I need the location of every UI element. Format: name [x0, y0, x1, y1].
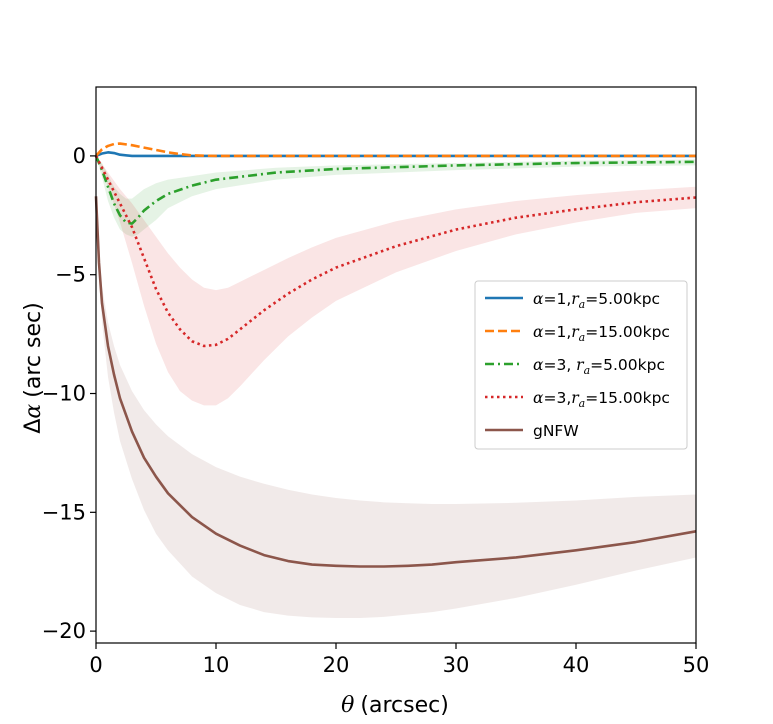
x-tick-label: 20 [323, 653, 350, 677]
y-tick-label: −15 [42, 500, 86, 524]
band-series-4 [96, 155, 696, 406]
y-axis-symbol: α [21, 404, 46, 419]
legend-box [474, 280, 688, 450]
y-tick-label: −10 [42, 382, 86, 406]
x-axis-unit: (arcsec) [360, 693, 448, 718]
y-tick-label: −20 [42, 619, 86, 643]
x-tick-label: 0 [89, 653, 102, 677]
y-tick-label: −5 [55, 263, 86, 287]
x-tick-label: 50 [683, 653, 710, 677]
legend: α=1,ra=5.00kpc α=1,ra=15.00kpc α=3, ra=5.0… [474, 280, 688, 450]
y-axis-label: Δα (arc sec) [21, 302, 46, 433]
legend-label-1: α=1,ra=5.00kpc [533, 290, 660, 311]
plot-frame [95, 86, 697, 644]
band-series-3 [96, 155, 696, 237]
band-series-5 [96, 196, 696, 619]
x-axis-symbol: θ [341, 693, 354, 718]
line-series-2 [95, 142, 696, 158]
x-tick-label: 10 [203, 653, 230, 677]
line-series-3 [94, 155, 697, 225]
y-axis-ticks: 0 −5 −10 −15 −20 [42, 144, 96, 643]
y-axis-prefix: Δ [21, 419, 46, 434]
x-tick-label: 30 [443, 653, 470, 677]
y-axis-unit: (arc sec) [21, 302, 46, 397]
line-series-4 [94, 155, 697, 348]
legend-label-3: α=3, ra=5.00kpc [533, 356, 665, 377]
legend-label-5: gNFW [533, 422, 579, 440]
legend-label-2: α=1,ra=15.00kpc [533, 323, 670, 344]
x-axis-label: θ (arcsec) [341, 693, 449, 718]
x-axis-ticks: 0 10 20 30 40 50 [89, 643, 709, 677]
confidence-bands [96, 155, 696, 619]
series-lines [94, 142, 697, 568]
legend-label-4: α=3,ra=15.00kpc [533, 389, 670, 410]
x-tick-label: 40 [563, 653, 590, 677]
y-tick-label: 0 [73, 144, 86, 168]
line-series-5 [94, 196, 697, 568]
